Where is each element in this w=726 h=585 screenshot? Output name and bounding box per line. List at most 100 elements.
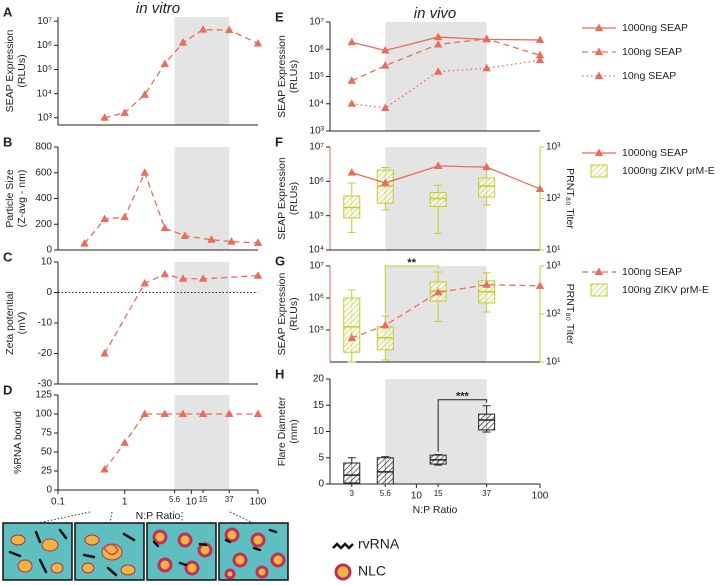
point — [100, 349, 109, 357]
y-tick-label: 5 — [318, 452, 324, 463]
y-tick-label: 10⁶ — [309, 176, 324, 187]
point — [160, 223, 170, 232]
panel-letter: B — [3, 134, 12, 149]
legend-marker — [594, 148, 604, 156]
y-tick-label: 10⁷ — [309, 261, 324, 272]
panel-letter: G — [275, 253, 285, 268]
significance-label: ** — [407, 257, 416, 269]
y-tick-label: 25 — [41, 466, 53, 477]
panel-title: in vitro — [136, 0, 180, 17]
y-tick-label: 0 — [46, 485, 52, 496]
box — [478, 413, 496, 431]
series-line — [351, 284, 541, 339]
point — [347, 333, 356, 342]
nlc — [250, 532, 266, 548]
blob — [50, 562, 64, 574]
x-tick-label: 15 — [434, 489, 443, 498]
point — [198, 274, 208, 282]
y-axis-label: SEAP Expression — [276, 35, 288, 118]
point — [482, 280, 491, 288]
y-tick-label: -20 — [38, 348, 53, 359]
x-axis-label: N:P Ratio — [413, 504, 458, 516]
box — [343, 297, 361, 353]
y2-axis-label: PRNT₈₀ Titer — [564, 168, 576, 229]
y2-tick-label: 10³ — [546, 261, 561, 272]
nlc — [224, 527, 240, 543]
y-tick-label: 10⁵ — [309, 71, 324, 82]
point — [433, 287, 443, 296]
panel-letter: H — [275, 366, 284, 381]
point — [253, 38, 263, 47]
legend-marker — [594, 23, 604, 31]
y-tick-label: -10 — [38, 318, 53, 329]
rna — [58, 528, 68, 540]
rna — [152, 540, 160, 548]
y-tick-label: 10⁶ — [309, 293, 324, 304]
y-axis-label: SEAP Expression — [276, 157, 288, 240]
point — [482, 63, 491, 72]
panel-letter: D — [3, 382, 12, 397]
shaded-range — [385, 22, 487, 131]
y2-tick-label: 10¹ — [546, 357, 561, 368]
y-tick-label: 50 — [41, 447, 53, 458]
x-tick-label: 1 — [122, 497, 128, 508]
legend-marker — [594, 267, 604, 275]
rvrna-icon — [332, 542, 354, 550]
blob — [120, 564, 136, 576]
nlc — [270, 552, 286, 568]
rna-swirl — [103, 543, 119, 556]
legend-label: 100ng SEAP — [622, 266, 682, 278]
illustrations — [2, 522, 289, 581]
point — [347, 76, 356, 84]
y-tick-label: 10⁷ — [309, 17, 324, 28]
series-line — [351, 59, 541, 109]
nlc — [255, 565, 269, 579]
y-tick-label: 10⁴ — [37, 88, 52, 99]
point — [535, 184, 545, 192]
point — [433, 39, 443, 48]
nlc — [224, 568, 236, 580]
x-tick-label: 5.6 — [169, 495, 181, 504]
box — [376, 457, 394, 485]
point — [381, 178, 390, 186]
y-tick-label: 10³ — [310, 126, 325, 137]
blob — [84, 534, 100, 546]
shaded-range — [385, 266, 487, 362]
point — [225, 409, 234, 417]
point — [80, 239, 89, 247]
x-tick-label: 100 — [532, 491, 549, 502]
point — [140, 168, 149, 176]
y-axis-label: %RNA bound — [12, 411, 24, 474]
y-tick-label: 10⁶ — [309, 44, 324, 55]
shaded-range — [174, 147, 230, 250]
y-tick-label: 75 — [41, 428, 53, 439]
rna — [224, 538, 232, 544]
point — [178, 274, 188, 282]
nlc — [232, 552, 248, 568]
y2-tick-label: 10² — [546, 309, 561, 320]
point — [433, 67, 443, 75]
panel-title: in vivo — [414, 5, 457, 22]
rna-strands — [8, 528, 278, 577]
series-line — [104, 273, 259, 354]
y-tick-label: 10 — [313, 426, 325, 437]
shaded-range — [174, 17, 230, 125]
point — [140, 90, 149, 98]
lipid-blobs — [10, 534, 136, 576]
point — [100, 464, 109, 473]
point — [482, 162, 491, 171]
point — [227, 237, 236, 245]
point — [347, 99, 356, 107]
illustration-legend: rvRNA NLC — [332, 536, 400, 581]
point — [100, 214, 109, 223]
y-axis-label: (RLUs) — [288, 60, 300, 93]
rna — [178, 561, 188, 567]
point — [225, 25, 234, 34]
rna — [106, 566, 118, 577]
y-tick-label: 0 — [318, 479, 324, 490]
legend-label: 100ng ZIKV prM-E — [622, 284, 709, 296]
legend-label: NLC — [358, 563, 386, 579]
y-tick-label: 10⁴ — [309, 245, 324, 256]
series-line — [84, 171, 259, 244]
